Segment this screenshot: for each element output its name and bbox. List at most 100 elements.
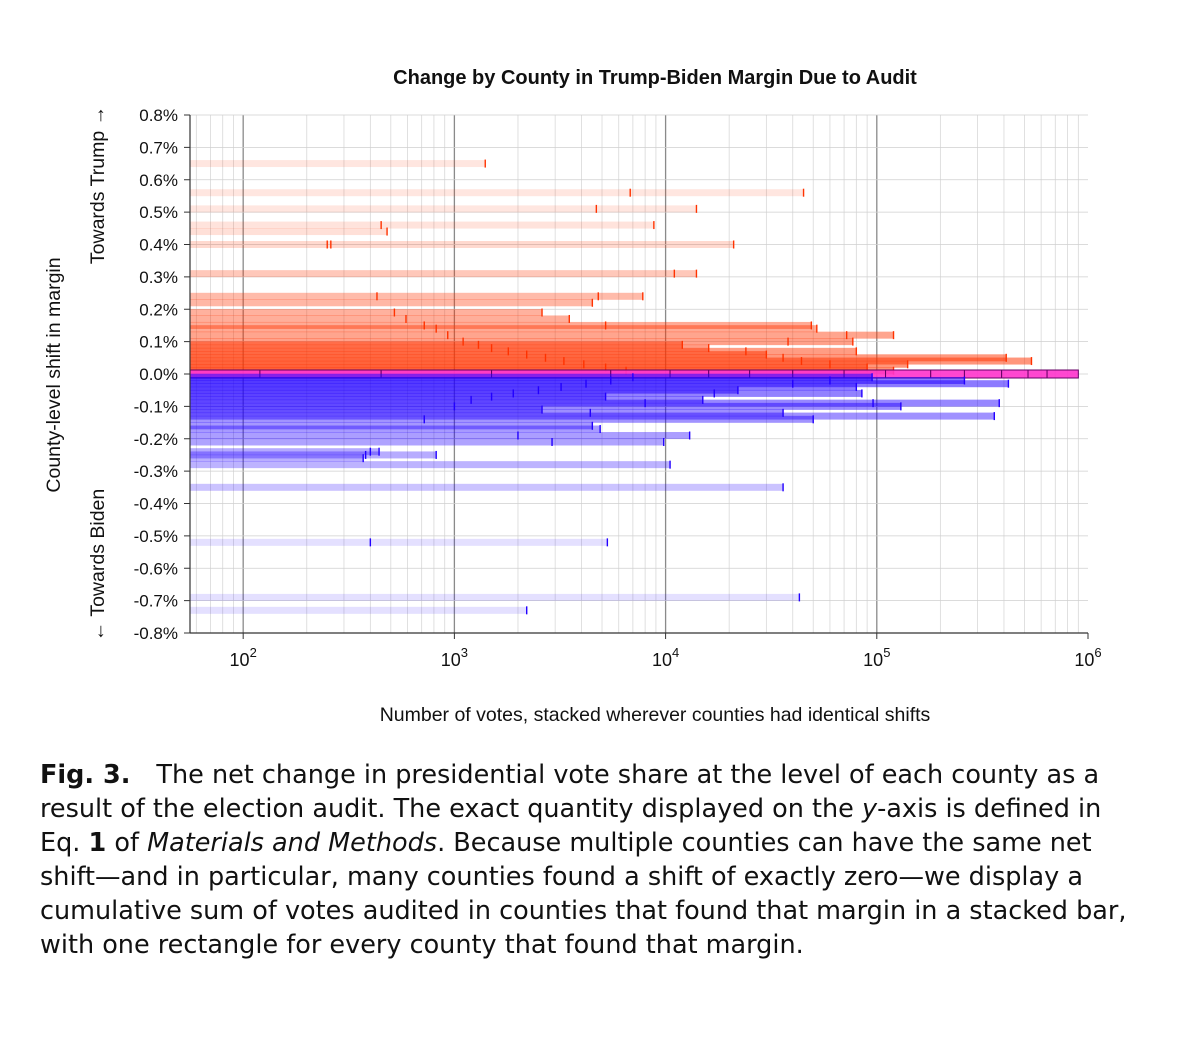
y-tick-label: 0.1% bbox=[139, 333, 178, 352]
y-tick-label: -0.1% bbox=[134, 397, 178, 416]
county-bar bbox=[552, 438, 664, 446]
chart-title: Change by County in Trump-Biden Margin D… bbox=[393, 67, 917, 89]
county-bar bbox=[381, 221, 654, 229]
y-tick-label: 0.8% bbox=[139, 106, 178, 125]
caption-text-3: of bbox=[106, 828, 148, 858]
county-bar bbox=[517, 432, 690, 440]
county-bar bbox=[190, 189, 631, 197]
county-bar bbox=[424, 415, 814, 423]
county-bar bbox=[873, 399, 1000, 407]
county-bar bbox=[598, 292, 643, 300]
county-bar bbox=[190, 606, 527, 614]
y-tick-label: 0.3% bbox=[139, 268, 178, 287]
county-bar bbox=[190, 438, 553, 446]
county-bar bbox=[190, 432, 518, 440]
county-bar bbox=[424, 321, 606, 329]
county-bar bbox=[376, 292, 599, 300]
county-bar bbox=[370, 448, 380, 456]
county-bar bbox=[190, 221, 382, 229]
county-bar bbox=[190, 292, 377, 300]
zero-shift-bar bbox=[885, 369, 932, 379]
county-bar bbox=[645, 399, 874, 407]
y-tick-label: 0.7% bbox=[139, 138, 178, 157]
y-tick-label: -0.2% bbox=[134, 430, 178, 449]
y-tick-label: 0.0% bbox=[139, 365, 178, 384]
x-tick-label: 102 bbox=[230, 645, 257, 670]
county-bar bbox=[745, 347, 857, 355]
county-bar bbox=[471, 396, 703, 404]
y-tick-label: 0.6% bbox=[139, 171, 178, 190]
county-bar bbox=[190, 270, 675, 278]
county-bar bbox=[190, 228, 388, 236]
caption-equation-number: 1 bbox=[88, 828, 107, 858]
county-bar bbox=[190, 399, 646, 407]
county-bar bbox=[190, 315, 406, 323]
county-bar bbox=[190, 389, 514, 397]
county-bar bbox=[190, 409, 591, 417]
axes: 0.8% 0.7% 0.6% 0.5% 0.4% 0.3% 0.2% 0.1% 0.0% -0.1… bbox=[134, 106, 1102, 670]
y-axis-label-trump: Towards Trump → bbox=[87, 106, 109, 264]
county-bar bbox=[330, 241, 734, 248]
county-bar bbox=[190, 241, 328, 248]
caption-axis-word: y bbox=[861, 794, 878, 824]
county-bar bbox=[190, 448, 371, 456]
county-bar bbox=[674, 270, 697, 278]
chart: Change by County in Trump-Biden Margin D… bbox=[43, 67, 1102, 726]
caption-text-1: The net change in presidential vote shar… bbox=[40, 760, 1100, 824]
county-bar bbox=[454, 402, 901, 410]
county-bar bbox=[190, 393, 492, 401]
zero-shift-bar bbox=[1046, 369, 1079, 379]
zero-shift-bar bbox=[1027, 369, 1048, 379]
county-bar bbox=[190, 593, 800, 601]
county-bar bbox=[801, 357, 1032, 365]
county-bar bbox=[596, 205, 697, 213]
county-bar bbox=[714, 389, 862, 397]
county-bar bbox=[590, 409, 784, 417]
y-axis-label: County-level shift in margin bbox=[43, 257, 65, 492]
county-bar bbox=[190, 205, 597, 213]
county-bar bbox=[829, 360, 908, 368]
county-bar bbox=[190, 325, 437, 333]
x-axis-label: Number of votes, stacked wherever counti… bbox=[380, 704, 931, 726]
y-tick-label: -0.7% bbox=[134, 592, 178, 611]
y-tick-label: -0.4% bbox=[134, 495, 178, 514]
y-tick-label: -0.6% bbox=[134, 559, 178, 578]
caption-text-4: . Because multiple counties can have the… bbox=[40, 828, 1127, 960]
county-bar bbox=[788, 338, 853, 346]
caption-materials-link: Materials and Methods bbox=[147, 828, 438, 858]
county-bar bbox=[436, 325, 817, 333]
county-bar bbox=[190, 412, 995, 420]
x-tick-label: 103 bbox=[441, 645, 468, 670]
county-bar bbox=[190, 454, 364, 462]
county-bar bbox=[491, 344, 709, 352]
x-tick-label: 104 bbox=[652, 645, 679, 670]
county-bar bbox=[190, 338, 464, 346]
county-bar bbox=[792, 380, 1009, 388]
county-bar bbox=[190, 341, 479, 349]
county-bar bbox=[508, 347, 746, 355]
county-bar bbox=[190, 386, 539, 394]
county-bar bbox=[190, 344, 492, 352]
county-bar bbox=[190, 461, 671, 469]
county-bar bbox=[463, 338, 789, 346]
y-tick-label: 0.4% bbox=[139, 236, 178, 255]
county-bar bbox=[513, 389, 715, 397]
county-bar bbox=[190, 422, 593, 430]
county-bar bbox=[190, 402, 455, 410]
y-tick-label: 0.5% bbox=[139, 203, 178, 222]
zero-shift-bar bbox=[930, 369, 965, 379]
county-bar bbox=[190, 538, 371, 546]
county-bar bbox=[190, 415, 425, 423]
county-bar bbox=[190, 451, 366, 459]
x-tick-label: 106 bbox=[1074, 645, 1101, 670]
county-bar bbox=[190, 483, 784, 491]
y-axis-label-biden: ← Towards Biden bbox=[87, 489, 109, 641]
county-bar bbox=[478, 341, 683, 349]
county-bar bbox=[190, 396, 472, 404]
county-bar bbox=[190, 321, 425, 329]
county-bar bbox=[190, 299, 593, 307]
county-bar bbox=[327, 241, 331, 248]
county-bar bbox=[190, 331, 448, 339]
county-bar bbox=[605, 321, 812, 329]
county-bar bbox=[491, 393, 606, 401]
